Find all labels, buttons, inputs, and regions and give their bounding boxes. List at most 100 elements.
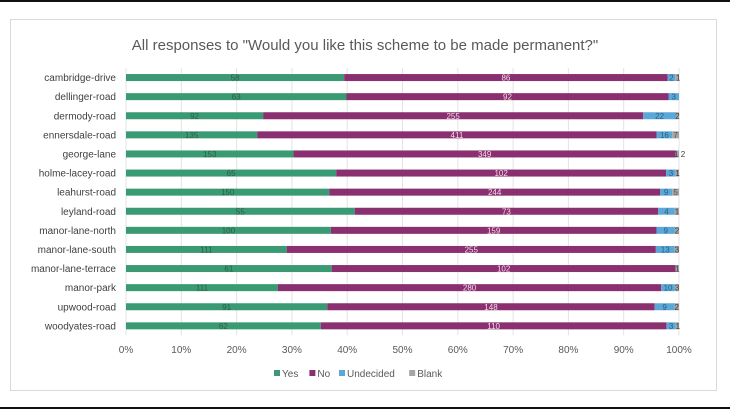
data-label: 2 bbox=[669, 74, 674, 83]
legend-label: Blank bbox=[417, 369, 443, 380]
category-label: manor-lane-terrace bbox=[31, 264, 116, 275]
legend-swatch-undecided bbox=[339, 370, 345, 376]
bar-blank bbox=[675, 322, 679, 330]
data-label: 61 bbox=[224, 265, 233, 274]
data-label: 1 bbox=[675, 169, 680, 178]
category-label: woodyates-road bbox=[44, 321, 116, 332]
bar-yes bbox=[126, 93, 347, 101]
bottom-rule bbox=[0, 407, 730, 409]
gridlines bbox=[125, 68, 680, 336]
category-label: upwood-road bbox=[58, 302, 116, 313]
bar-blank bbox=[674, 284, 679, 292]
data-label: 159 bbox=[487, 226, 501, 235]
bar-yes bbox=[126, 226, 331, 234]
bar-no bbox=[329, 188, 661, 196]
x-tick-label: 0% bbox=[119, 345, 134, 356]
bar-undecided bbox=[656, 131, 673, 139]
data-label: 9 bbox=[662, 303, 667, 312]
legend-label: Undecided bbox=[347, 369, 395, 380]
category-label: manor-lane-south bbox=[38, 245, 116, 256]
data-label: 1 bbox=[675, 207, 680, 216]
bar-undecided bbox=[655, 245, 675, 253]
data-label: 73 bbox=[502, 207, 511, 216]
category-label: leyland-road bbox=[61, 207, 116, 218]
legend-label: Yes bbox=[282, 369, 298, 380]
data-label: 58 bbox=[231, 74, 240, 83]
data-label: 55 bbox=[236, 207, 245, 216]
bar-yes bbox=[126, 169, 337, 177]
data-label: 111 bbox=[200, 245, 213, 254]
data-label: 16 bbox=[660, 131, 669, 140]
data-label: 13 bbox=[661, 245, 670, 254]
bar-no bbox=[354, 207, 659, 215]
chart-frame bbox=[10, 19, 717, 391]
data-label: 9 bbox=[664, 188, 669, 197]
data-label: 65 bbox=[227, 169, 236, 178]
data-label: 244 bbox=[488, 188, 502, 197]
bar-blank bbox=[674, 303, 679, 311]
x-tick-label: 50% bbox=[392, 345, 412, 356]
data-label: 102 bbox=[494, 169, 508, 178]
category-label: holme-lacey-road bbox=[39, 169, 116, 180]
data-label: 92 bbox=[190, 112, 199, 121]
data-label: 92 bbox=[503, 93, 512, 102]
legend: Yes No Undecided Blank bbox=[274, 369, 443, 380]
data-label: 255 bbox=[446, 112, 460, 121]
data-label: 5 bbox=[673, 188, 678, 197]
bar-blank bbox=[672, 188, 679, 196]
category-label: leahurst-road bbox=[57, 188, 116, 199]
category-labels: cambridge-drive dellinger-road dermody-roa… bbox=[31, 73, 117, 332]
bar-undecided bbox=[661, 284, 675, 292]
category-label: manor-lane-north bbox=[39, 226, 116, 237]
data-label: 111 bbox=[196, 284, 209, 293]
data-label: 1 bbox=[676, 74, 681, 83]
bar-blank bbox=[674, 245, 679, 253]
category-label: manor-park bbox=[65, 283, 117, 294]
bar-no bbox=[277, 284, 662, 292]
x-tick-label: 40% bbox=[337, 345, 357, 356]
bar-yes bbox=[126, 207, 355, 215]
bar-no bbox=[344, 74, 668, 82]
bar-blank bbox=[672, 131, 679, 139]
bar-no bbox=[320, 322, 667, 330]
data-label: 3 bbox=[672, 93, 677, 102]
x-axis-ticks: 0% 10% 20% 30% 40% 50% 60% 70% 80% 90% 100% bbox=[119, 345, 692, 356]
x-tick-label: 20% bbox=[227, 345, 247, 356]
bar-undecided bbox=[656, 226, 675, 234]
bar-yes bbox=[126, 245, 287, 253]
x-tick-label: 90% bbox=[614, 345, 634, 356]
data-label: 1 bbox=[675, 265, 680, 274]
bar-blank bbox=[674, 207, 679, 215]
legend-swatch-no bbox=[309, 370, 316, 376]
bar-no bbox=[327, 303, 655, 311]
data-label: 2 bbox=[675, 112, 680, 121]
data-label: 135 bbox=[185, 131, 199, 140]
bar-undecided bbox=[666, 169, 676, 177]
data-label: 9 bbox=[663, 226, 668, 235]
bar-no bbox=[331, 265, 676, 273]
category-label: dermody-road bbox=[54, 111, 116, 122]
data-label: 91 bbox=[222, 303, 231, 312]
category-label: cambridge-drive bbox=[44, 73, 116, 84]
bar-undecided bbox=[660, 188, 673, 196]
bars bbox=[126, 74, 679, 330]
bar-undecided bbox=[667, 74, 676, 82]
data-label: 349 bbox=[478, 150, 492, 159]
bar-undecided bbox=[675, 150, 677, 158]
legend-swatch-blank bbox=[409, 370, 416, 376]
bar-blank bbox=[675, 169, 679, 177]
bar-undecided bbox=[643, 112, 677, 120]
data-label: 22 bbox=[655, 112, 664, 121]
x-tick-label: 100% bbox=[666, 345, 692, 356]
data-label: 62 bbox=[219, 322, 228, 331]
bar-undecided bbox=[666, 322, 676, 330]
data-label: 100 bbox=[222, 226, 236, 235]
x-tick-label: 30% bbox=[282, 345, 302, 356]
x-tick-label: 10% bbox=[171, 345, 191, 356]
bar-yes bbox=[126, 150, 294, 158]
data-label: 1 bbox=[674, 150, 679, 159]
bar-yes bbox=[126, 265, 332, 273]
bar-yes bbox=[126, 188, 330, 196]
